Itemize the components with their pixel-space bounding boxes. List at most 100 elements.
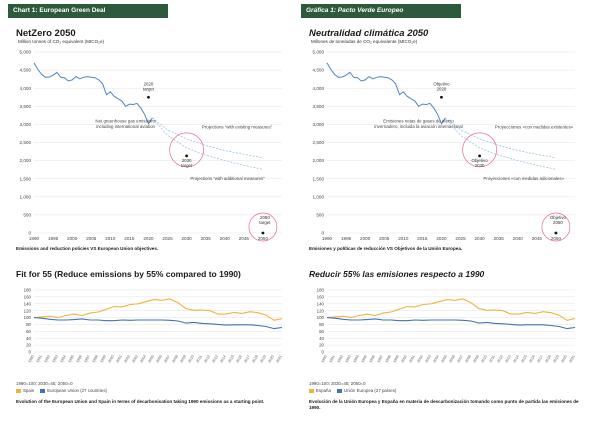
annotation-existing: Projections “with existing measures” — [202, 125, 273, 130]
x-tick-label: 2003 — [131, 355, 138, 364]
x-tick-label: 2010 — [480, 355, 487, 364]
x-tick-label: 2002 — [416, 355, 423, 364]
x-tick-label: 2017 — [243, 355, 250, 364]
x-tick-label: 2050 — [258, 236, 269, 241]
x-tick-label: 1992 — [336, 355, 343, 364]
annotation-additional: Proyecciones «con medidas adicionales» — [483, 176, 564, 181]
chart-tag: Gráfica 1: Pacto Verde Europeo — [301, 4, 461, 18]
y-tick-label: 140 — [317, 301, 325, 306]
x-tick-label: 1991 — [35, 355, 42, 364]
x-tick-label: 2000 — [107, 355, 114, 364]
legend-item-spain: Spain — [16, 388, 34, 393]
x-tick-label: 2030 — [181, 236, 192, 241]
series-line-spain — [33, 298, 283, 321]
y-tick-label: 80 — [26, 322, 31, 327]
x-tick-label: 2001 — [408, 355, 415, 364]
x-tick-label: 2016 — [528, 355, 535, 364]
x-tick-label: 2020 — [560, 355, 567, 364]
x-tick-label: 1998 — [91, 355, 98, 364]
x-tick-label: 1998 — [384, 355, 391, 364]
x-tick-label: 1994 — [59, 355, 66, 364]
netzero-chart: Million tonnes of CO₂ equivalent (MtCO₂e… — [18, 39, 282, 242]
x-tick-label: 2001 — [115, 355, 122, 364]
x-tick-label: 2019 — [259, 355, 266, 364]
x-tick-label: 1999 — [392, 355, 399, 364]
x-tick-label: 2015 — [124, 236, 135, 241]
y-tick-label: 4,000 — [20, 86, 32, 91]
x-tick-label: 2020 — [436, 236, 447, 241]
target-label: 2020 target — [143, 81, 155, 91]
x-tick-label: 2020 — [143, 236, 154, 241]
y-tick-label: 20 — [26, 343, 31, 348]
x-tick-label: 2013 — [211, 355, 218, 364]
series-line-0 — [33, 62, 153, 125]
x-tick-label: 2011 — [196, 355, 203, 364]
target-circle — [169, 132, 204, 168]
chart-title-fit55: Reducir 55% las emisiones respecto a 199… — [309, 269, 485, 279]
x-tick-label: 2017 — [536, 355, 543, 364]
y-tick-label: 60 — [26, 329, 31, 334]
y-tick-label: 0 — [322, 350, 325, 355]
x-tick-label: 2007 — [456, 355, 463, 364]
legend-label-spain: España — [316, 388, 331, 393]
series-line-1 — [152, 117, 263, 159]
series-line-0 — [326, 62, 446, 125]
x-tick-label: 2014 — [219, 355, 226, 364]
target-circle — [541, 212, 571, 242]
chart-title-netzero: Neutralidad climática 2050 — [309, 28, 429, 39]
caption-netzero: Emissions and reduction policies VS Euro… — [16, 246, 159, 251]
x-tick-label: 2015 — [227, 355, 234, 364]
x-tick-label: 2030 — [474, 236, 485, 241]
target-label: 2050 target — [259, 215, 271, 225]
x-tick-label: 1990 — [29, 236, 40, 241]
x-tick-label: 2004 — [432, 355, 439, 364]
x-tick-label: 2000 — [67, 236, 78, 241]
x-tick-label: 2035 — [494, 236, 505, 241]
x-tick-label: 1997 — [83, 355, 90, 364]
x-tick-label: 2040 — [220, 236, 231, 241]
chart-title-fit55: Fit for 55 (Reduce emissions by 55% comp… — [16, 269, 241, 279]
y-tick-label: 1,500 — [313, 176, 325, 181]
y-tick-label: 100 — [317, 315, 325, 320]
target-point — [147, 95, 150, 99]
x-tick-label: 2003 — [424, 355, 431, 364]
y-tick-label: 40 — [26, 336, 31, 341]
x-tick-label: 1995 — [67, 355, 74, 364]
y-tick-label: 180 — [317, 288, 325, 293]
target-point — [440, 95, 443, 99]
y-tick-label: 1,500 — [20, 176, 32, 181]
x-tick-label: 2015 — [417, 236, 428, 241]
x-tick-label: 1996 — [75, 355, 82, 364]
target-point — [554, 231, 558, 235]
series-line-spain — [326, 298, 576, 321]
y-tick-label: 5,000 — [20, 50, 32, 55]
x-tick-label: 1997 — [376, 355, 383, 364]
legend: Spain European Union (27 countries) — [16, 388, 107, 393]
x-tick-label: 2025 — [162, 236, 173, 241]
annotation-additional: Projections “with additional measures” — [190, 176, 265, 181]
y-tick-label: 2,000 — [20, 158, 32, 163]
target-circle — [248, 212, 278, 242]
x-tick-label: 2005 — [379, 236, 390, 241]
series-line-1 — [445, 117, 556, 159]
legend: España Unión Europea (27 países) — [309, 388, 396, 393]
x-tick-label: 2007 — [163, 355, 170, 364]
legend-label-eu: European Union (27 countries) — [47, 388, 108, 393]
x-tick-label: 1990 — [27, 355, 34, 364]
x-tick-label: 1993 — [51, 355, 58, 364]
x-tick-label: 1990 — [320, 355, 327, 364]
x-tick-label: 2012 — [496, 355, 503, 364]
target-point — [261, 231, 265, 235]
caption-fit55: Evolution of the European Union and Spai… — [16, 399, 265, 404]
y-tick-label: 4,500 — [313, 68, 325, 73]
y-tick-label: 3,000 — [20, 122, 32, 127]
y-axis-label: Million tonnes of CO₂ equivalent (MtCO₂e… — [18, 39, 105, 44]
netzero-chart: Millones de toneladas de CO₂ equivalente… — [311, 39, 575, 242]
chart-tag: Chart 1: European Green Deal — [8, 4, 168, 18]
series-line-eu — [33, 317, 283, 330]
y-tick-label: 500 — [23, 213, 31, 218]
x-tick-label: 2013 — [504, 355, 511, 364]
target-point — [478, 154, 482, 158]
